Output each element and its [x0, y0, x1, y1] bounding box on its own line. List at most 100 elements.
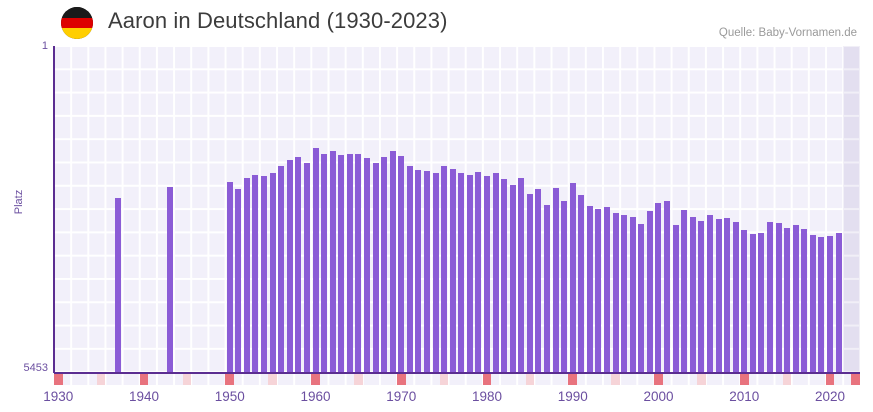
- bar-1964[interactable]: [346, 153, 353, 372]
- bar-1972[interactable]: [415, 170, 422, 372]
- tick-mark-1965: [354, 374, 363, 385]
- bar-2003[interactable]: [681, 209, 688, 372]
- bar-1987[interactable]: [544, 205, 551, 372]
- bar-2019[interactable]: [818, 237, 825, 372]
- bar-2005[interactable]: [698, 220, 705, 372]
- bar-1985[interactable]: [526, 194, 533, 372]
- bar-1979[interactable]: [475, 171, 482, 372]
- bar-1980[interactable]: [484, 176, 490, 372]
- bar-2017[interactable]: [801, 228, 808, 372]
- flag-band-red: [61, 17, 93, 29]
- tick-mark-1930: [54, 374, 63, 385]
- tick-mark-1990: [568, 374, 578, 385]
- bar-1977[interactable]: [458, 172, 465, 372]
- x-axis-label-2010: 2010: [729, 389, 760, 404]
- bar-1957[interactable]: [286, 159, 293, 372]
- bar-1984[interactable]: [518, 177, 525, 372]
- bar-2016[interactable]: [792, 225, 799, 372]
- bar-1952[interactable]: [243, 177, 250, 372]
- bar-1950[interactable]: [226, 182, 233, 372]
- bar-1974[interactable]: [432, 173, 439, 372]
- bar-1951[interactable]: [235, 189, 242, 372]
- x-axis-label-1960: 1960: [300, 389, 331, 404]
- bar-1981[interactable]: [492, 172, 499, 372]
- x-axis-label-1980: 1980: [471, 389, 503, 404]
- bar-2015[interactable]: [784, 227, 791, 372]
- tick-mark-1980: [482, 374, 492, 385]
- bar-2011[interactable]: [749, 233, 756, 372]
- bar-1973[interactable]: [423, 170, 430, 372]
- tick-mark-2020: [825, 374, 835, 385]
- tick-mark-1940: [139, 374, 149, 385]
- tick-mark-1970: [396, 374, 406, 385]
- bar-1960[interactable]: [312, 147, 319, 372]
- bar-2018[interactable]: [809, 234, 816, 372]
- bar-2007[interactable]: [715, 219, 722, 372]
- y-axis-bottom-label: 5453: [23, 362, 48, 374]
- bar-2004[interactable]: [689, 216, 696, 372]
- bar-1996[interactable]: [621, 214, 628, 372]
- bar-2012[interactable]: [758, 232, 765, 372]
- bar-1943[interactable]: [166, 187, 173, 372]
- bar-1969[interactable]: [389, 151, 396, 372]
- x-axis-label-2000: 2000: [643, 389, 674, 404]
- bar-1990[interactable]: [569, 183, 576, 372]
- bar-2008[interactable]: [724, 218, 731, 372]
- x-axis-label-1990: 1990: [557, 389, 588, 404]
- bar-1968[interactable]: [381, 157, 388, 372]
- bar-2001[interactable]: [664, 201, 671, 372]
- bar-1989[interactable]: [561, 201, 568, 372]
- bar-1967[interactable]: [372, 163, 379, 372]
- bar-2021[interactable]: [835, 232, 842, 372]
- bar-2020[interactable]: [826, 236, 833, 372]
- bar-2000[interactable]: [655, 202, 662, 372]
- bar-1955[interactable]: [269, 173, 276, 372]
- bar-1978[interactable]: [466, 175, 473, 372]
- tick-mark-1960: [311, 374, 320, 385]
- bar-1995[interactable]: [612, 212, 619, 372]
- bar-1994[interactable]: [604, 207, 611, 372]
- bar-series: [54, 46, 860, 372]
- bar-1970[interactable]: [398, 155, 405, 372]
- tick-mark-2023: [851, 374, 860, 385]
- bar-1992[interactable]: [586, 206, 593, 372]
- bar-1965[interactable]: [355, 154, 362, 372]
- bar-1976[interactable]: [449, 168, 456, 372]
- bar-1982[interactable]: [501, 178, 508, 372]
- bar-2002[interactable]: [672, 225, 679, 372]
- bar-1999[interactable]: [646, 210, 653, 372]
- chart-header: Aaron in Deutschland (1930-2023) Quelle:…: [0, 0, 873, 44]
- bar-1966[interactable]: [363, 158, 370, 372]
- bar-2006[interactable]: [706, 214, 713, 372]
- bar-2013[interactable]: [766, 221, 773, 372]
- bar-1937[interactable]: [115, 198, 122, 372]
- bar-2010[interactable]: [741, 230, 748, 372]
- bar-1962[interactable]: [329, 151, 336, 372]
- bar-1993[interactable]: [595, 208, 602, 372]
- bar-1983[interactable]: [509, 184, 516, 372]
- x-axis-label-1930: 1930: [43, 389, 74, 404]
- source-attribution: Quelle: Baby-Vornamen.de: [718, 27, 857, 39]
- bar-1959[interactable]: [303, 162, 310, 372]
- bar-1988[interactable]: [552, 188, 559, 372]
- tick-mark-1995: [611, 374, 620, 385]
- x-axis-line: [54, 372, 860, 374]
- bar-1954[interactable]: [261, 175, 268, 372]
- bar-1956[interactable]: [278, 165, 285, 372]
- bar-1986[interactable]: [535, 189, 542, 372]
- bar-1953[interactable]: [252, 174, 259, 372]
- bar-2014[interactable]: [775, 222, 782, 372]
- bar-1971[interactable]: [406, 165, 413, 372]
- bar-1958[interactable]: [295, 157, 302, 372]
- bar-1975[interactable]: [441, 165, 448, 372]
- bar-1963[interactable]: [338, 155, 345, 372]
- bar-1991[interactable]: [578, 195, 585, 372]
- x-axis-label-1940: 1940: [129, 389, 160, 404]
- x-axis-label-1950: 1950: [214, 389, 245, 404]
- bar-1961[interactable]: [321, 153, 328, 372]
- x-axis-label-1970: 1970: [386, 389, 417, 404]
- bar-2009[interactable]: [732, 221, 739, 372]
- bar-1998[interactable]: [638, 224, 645, 372]
- bar-1997[interactable]: [629, 216, 636, 372]
- page-title: Aaron in Deutschland (1930-2023): [108, 8, 448, 33]
